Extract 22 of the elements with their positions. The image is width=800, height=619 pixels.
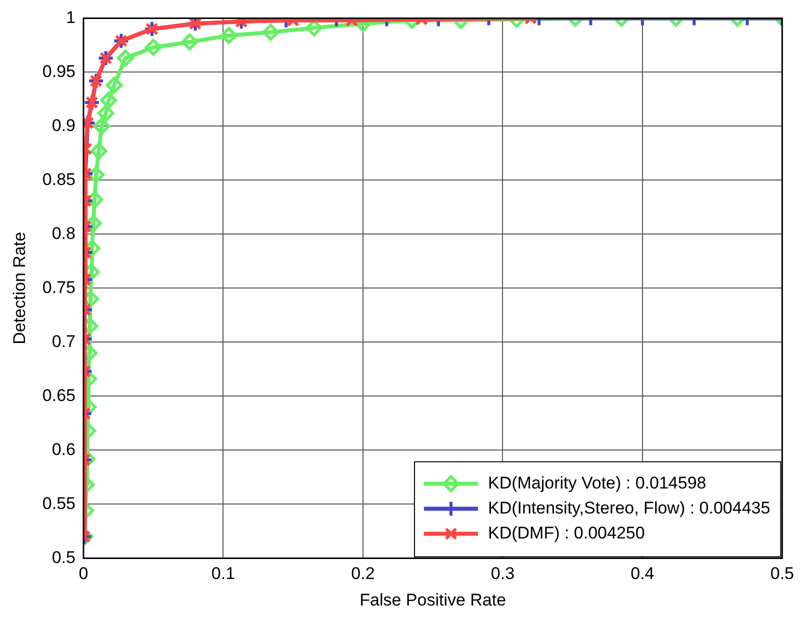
- y-tick-label: 0.7: [52, 332, 76, 351]
- x-tick-label: 0.5: [770, 564, 794, 584]
- x-tick-label: 0: [78, 564, 88, 584]
- y-tick-label: 0.5: [52, 548, 76, 567]
- y-axis-title: Detection Rate: [10, 232, 29, 344]
- legend-label: KD(Intensity,Stereo, Flow) : 0.004435: [488, 498, 770, 518]
- x-tick-label: 0.2: [351, 564, 375, 584]
- y-tick-label: 0.75: [42, 278, 76, 297]
- y-tick-label: 0.9: [52, 116, 76, 135]
- x-axis-title: False Positive Rate: [360, 590, 506, 610]
- y-tick-label: 0.95: [42, 62, 76, 81]
- y-tick-label: 0.8: [52, 224, 76, 243]
- y-tick-label: 0.85: [42, 170, 76, 189]
- y-tick-label: 0.6: [52, 440, 76, 459]
- y-tick-label: 0.55: [42, 494, 76, 513]
- legend-label: KD(DMF) : 0.004250: [488, 523, 645, 542]
- legend-label: KD(Majority Vote) : 0.014598: [488, 473, 706, 492]
- x-tick-label: 0.4: [630, 564, 654, 584]
- y-tick-label: 1: [66, 8, 76, 27]
- y-tick-label: 0.65: [42, 386, 76, 405]
- x-tick-label: 0.1: [211, 564, 236, 584]
- x-tick-label: 0.3: [490, 564, 515, 584]
